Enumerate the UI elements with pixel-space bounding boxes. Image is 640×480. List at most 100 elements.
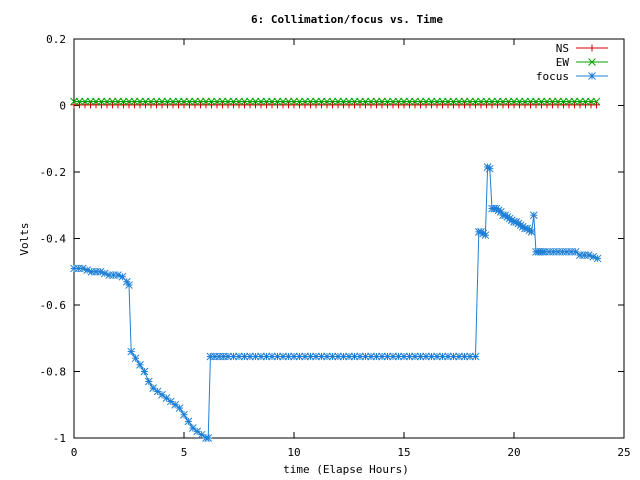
series-ew-point bbox=[196, 97, 205, 106]
legend-marker-focus bbox=[588, 72, 596, 80]
series-focus-point bbox=[466, 352, 474, 361]
series-ew-point bbox=[554, 97, 562, 106]
series-ew-point bbox=[317, 97, 326, 106]
series-ew-point bbox=[570, 97, 579, 106]
series-ew-point bbox=[290, 97, 298, 106]
series-ew-point bbox=[185, 97, 194, 106]
series-ew-point bbox=[218, 97, 227, 106]
series-ew-point bbox=[119, 97, 128, 106]
series-ew-point bbox=[471, 97, 480, 106]
series-ew-point bbox=[202, 97, 210, 106]
series-focus-point bbox=[162, 394, 171, 402]
series-ew-point bbox=[108, 97, 117, 106]
series-focus-point bbox=[527, 227, 536, 236]
series-focus-point bbox=[193, 427, 202, 436]
series-focus-point bbox=[328, 352, 337, 361]
series-ew-point bbox=[180, 97, 188, 106]
series-focus-point bbox=[149, 384, 158, 392]
y-axis-label: Volts bbox=[18, 222, 31, 255]
series-ew-point bbox=[273, 97, 282, 106]
series-ew-point bbox=[367, 97, 375, 106]
series-focus-point bbox=[140, 367, 149, 376]
series-ew-point bbox=[356, 97, 364, 106]
series-ew-point bbox=[147, 97, 155, 106]
series-focus-point bbox=[471, 352, 480, 361]
series-focus-point bbox=[400, 352, 408, 361]
legend-item-ns: NS bbox=[556, 42, 608, 55]
chart-title: 6: Collimation/focus vs. Time bbox=[251, 13, 443, 26]
series-ew-point bbox=[279, 97, 287, 106]
series-ew-point bbox=[75, 97, 84, 106]
series-focus-point bbox=[350, 352, 359, 361]
series-focus-line bbox=[74, 166, 598, 439]
series-focus-point bbox=[175, 404, 184, 412]
series-ew-point bbox=[334, 97, 342, 106]
series-ew-point bbox=[174, 97, 183, 106]
series-ew-point bbox=[444, 97, 452, 106]
series-focus-point bbox=[204, 434, 213, 442]
series-ew-point bbox=[163, 97, 172, 106]
series-ew-point bbox=[416, 97, 425, 106]
series-ew-point bbox=[235, 97, 243, 106]
series-ew-point bbox=[394, 97, 403, 106]
series-ew-point bbox=[510, 97, 518, 106]
series-focus-point bbox=[171, 400, 180, 409]
y-tick-label: -0.2 bbox=[40, 166, 67, 179]
series-ew-point bbox=[301, 97, 309, 106]
series-ew-point bbox=[141, 97, 150, 106]
series-ew-point bbox=[504, 97, 513, 106]
series-ew-point bbox=[372, 97, 381, 106]
legend-label-ns: NS bbox=[556, 42, 569, 55]
series-ew-point bbox=[262, 97, 271, 106]
series-ew-point bbox=[328, 97, 337, 106]
series-ew-point bbox=[587, 97, 595, 106]
series-ew-point bbox=[378, 97, 386, 106]
series-ew-point bbox=[213, 97, 221, 106]
series-ew-point bbox=[499, 97, 507, 106]
series-ew-point bbox=[389, 97, 397, 106]
series-ew-point bbox=[581, 97, 590, 106]
series-focus-point bbox=[312, 352, 320, 361]
series-ew-point bbox=[482, 97, 491, 106]
series-focus-point bbox=[372, 352, 381, 361]
legend-item-ew: EW bbox=[556, 56, 608, 69]
series-ew-point bbox=[246, 97, 254, 106]
series-ew-point bbox=[312, 97, 320, 106]
series-focus-point bbox=[144, 377, 153, 386]
series-ew-point bbox=[543, 97, 551, 106]
series-ew-point bbox=[466, 97, 474, 106]
plot-frame bbox=[73, 38, 625, 439]
series-ew-point bbox=[576, 97, 584, 106]
series-focus-point bbox=[78, 264, 87, 273]
series-ew-point bbox=[224, 97, 232, 106]
x-tick-label: 15 bbox=[397, 446, 410, 459]
series-ew-point bbox=[521, 97, 529, 106]
series-ew-point bbox=[306, 97, 315, 106]
y-tick-label: 0.2 bbox=[46, 33, 66, 46]
series-focus-point bbox=[593, 254, 602, 263]
series-layer bbox=[70, 97, 602, 442]
legend-label-ew: EW bbox=[556, 56, 570, 69]
series-focus-point bbox=[153, 387, 162, 396]
series-ew-point bbox=[455, 97, 463, 106]
series-ew-point bbox=[130, 97, 139, 106]
series-focus-point bbox=[131, 354, 140, 363]
series-ew-point bbox=[592, 97, 601, 106]
series-ew-point bbox=[559, 97, 568, 106]
series-ew-point bbox=[383, 97, 392, 106]
series-ew-point bbox=[438, 97, 447, 106]
series-ew-point bbox=[350, 97, 359, 106]
series-ew-point bbox=[339, 97, 348, 106]
series-ew-point bbox=[158, 97, 166, 106]
series-focus-point bbox=[317, 352, 326, 361]
legend-marker-ns bbox=[588, 44, 596, 52]
series-focus-point bbox=[422, 352, 430, 361]
series-ew-point bbox=[103, 97, 111, 106]
y-tick-label: -1 bbox=[53, 432, 66, 445]
series-ew-point bbox=[86, 97, 95, 106]
series-focus-point bbox=[571, 247, 580, 256]
series-focus-point bbox=[481, 231, 490, 240]
series-ew-point bbox=[70, 97, 78, 106]
series-ew-point bbox=[92, 97, 100, 106]
y-tick-label: -0.4 bbox=[40, 233, 67, 246]
